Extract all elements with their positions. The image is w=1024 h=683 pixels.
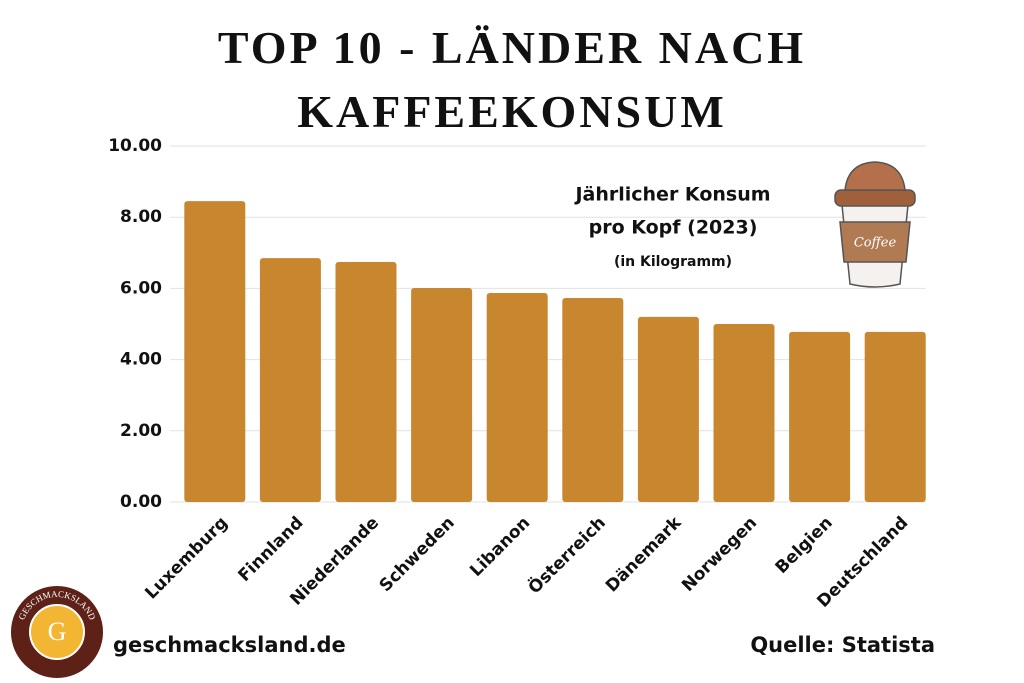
y-tick-label: 8.00 xyxy=(120,207,162,227)
annotation: (in Kilogramm) xyxy=(614,254,732,270)
y-tick-label: 10.00 xyxy=(108,136,162,156)
coffee-cup-icon: Coffee xyxy=(834,161,916,288)
bar xyxy=(789,331,851,502)
bar xyxy=(637,316,699,502)
x-tick-label: Österreich xyxy=(523,512,610,599)
x-tick-label: Finnland xyxy=(234,513,307,586)
y-tick-label: 2.00 xyxy=(120,421,162,441)
website: geschmacksland.de xyxy=(113,633,346,657)
bar xyxy=(562,298,624,502)
annotation: pro Kopf (2023) xyxy=(589,217,758,239)
annotation: Jährlicher Konsum xyxy=(573,184,770,206)
cup-label: Coffee xyxy=(854,236,897,251)
bar xyxy=(864,331,926,502)
y-tick-label: 4.00 xyxy=(120,350,162,370)
logo-letter: G xyxy=(48,617,67,646)
logo: G GESCHMACKSLAND xyxy=(11,586,103,678)
y-tick-label: 0.00 xyxy=(120,492,162,512)
chart-title: TOP 10 - LÄNDER NACH KAFFEEKONSUM xyxy=(217,22,807,137)
x-tick-label: Dänemark xyxy=(602,512,686,596)
bar xyxy=(713,324,775,502)
x-tick-label: Norwegen xyxy=(678,513,761,596)
source: Quelle: Statista xyxy=(750,633,935,657)
x-tick-label: Libanon xyxy=(466,513,534,581)
bar xyxy=(335,262,397,502)
y-tick-label: 6.00 xyxy=(120,278,162,298)
bar xyxy=(411,288,473,502)
bar xyxy=(486,293,548,502)
bar xyxy=(184,201,246,502)
x-tick-label: Belgien xyxy=(772,513,837,578)
x-tick-label: Schweden xyxy=(376,513,459,596)
x-tick-label: Luxemburg xyxy=(141,513,231,603)
bar xyxy=(259,258,321,502)
